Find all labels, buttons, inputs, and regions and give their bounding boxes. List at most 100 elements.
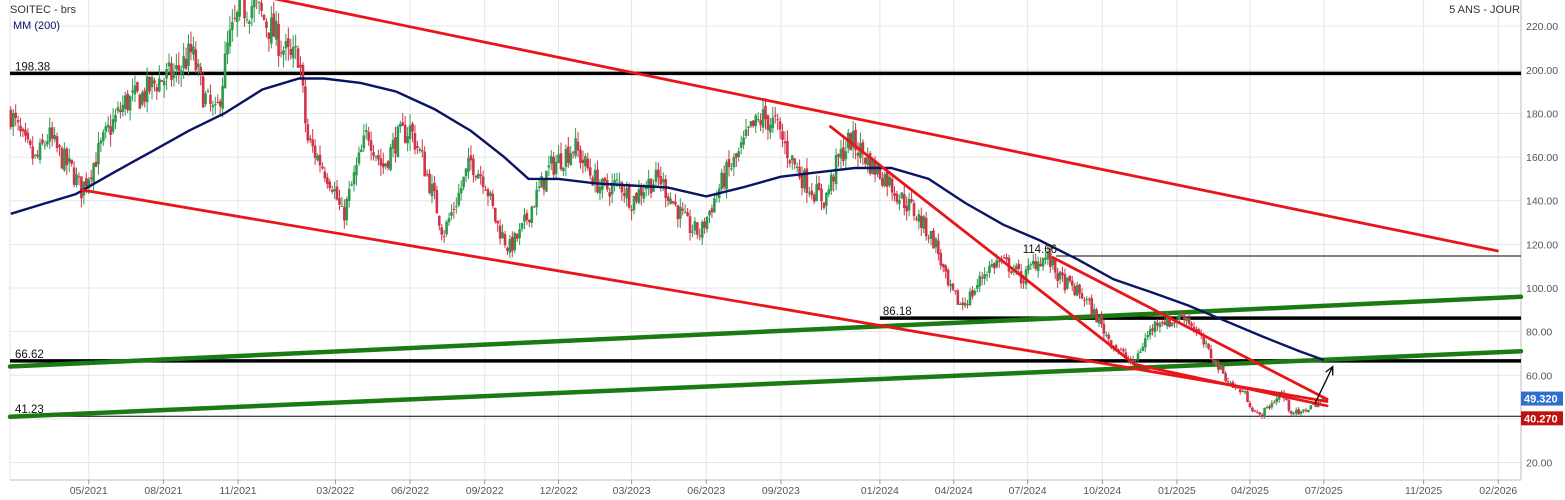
candle-up <box>978 275 982 287</box>
candle-up <box>206 90 210 92</box>
candle-up <box>530 206 534 223</box>
candle-down <box>328 181 332 189</box>
candle-up <box>1041 258 1045 267</box>
candle-up <box>360 149 363 153</box>
candle-up <box>333 188 336 192</box>
candle-up <box>888 176 891 186</box>
candle-up <box>43 144 47 146</box>
candle-up <box>284 41 288 49</box>
candle-down <box>980 277 984 279</box>
candle-down <box>1255 412 1259 414</box>
candle-up <box>140 92 144 105</box>
y-tick-label: 100.00 <box>1526 283 1558 295</box>
candle-down <box>503 234 507 246</box>
candle-down <box>798 166 801 178</box>
candle-down <box>126 93 129 110</box>
candle-down <box>1078 284 1081 294</box>
candle-up <box>968 291 972 306</box>
candle-down <box>1002 257 1006 259</box>
candle-up <box>257 2 261 4</box>
candle-up <box>175 65 178 69</box>
candle-down <box>937 240 940 255</box>
candle-down <box>209 94 212 105</box>
candle-down <box>80 176 83 199</box>
candle-down <box>428 173 431 194</box>
candle-down <box>28 140 32 145</box>
candle-down <box>372 152 375 156</box>
candle-down <box>1268 406 1271 409</box>
candle-down <box>442 236 446 238</box>
candle-down <box>1246 391 1249 402</box>
candle-down <box>50 127 54 139</box>
candle-down <box>1251 407 1254 412</box>
candle-up <box>549 155 553 164</box>
candle-down <box>1207 343 1210 349</box>
candle-up <box>975 285 979 289</box>
candle-up <box>374 156 378 158</box>
candle-down <box>788 160 792 164</box>
candle-up <box>192 46 195 55</box>
level-label: 86.18 <box>883 306 912 318</box>
candle-down <box>640 187 643 196</box>
candle-down <box>567 146 570 163</box>
candle-down <box>1156 322 1159 326</box>
x-tick-label: 08/2021 <box>144 485 182 497</box>
candle-down <box>14 112 17 119</box>
candle-down <box>435 189 439 214</box>
candle-up <box>364 130 368 132</box>
candle-down <box>1253 410 1257 412</box>
price-tag-label: 49.320 <box>1524 394 1558 406</box>
candle-up <box>1299 411 1303 414</box>
candle-down <box>481 176 485 188</box>
x-tick-label: 01/2025 <box>1158 485 1196 497</box>
candle-down <box>423 151 426 177</box>
x-tick-label: 02/2026 <box>1479 485 1517 497</box>
candle-down <box>854 129 857 150</box>
candle-down <box>189 43 193 53</box>
candle-up <box>693 221 697 231</box>
candle-up <box>462 176 465 188</box>
candle-up <box>1178 314 1181 320</box>
moving-average-line <box>10 77 1325 362</box>
candle-down <box>1192 326 1196 331</box>
candle-up <box>1270 403 1274 408</box>
candle-down <box>1182 315 1186 320</box>
candle-down <box>1260 414 1264 417</box>
y-tick-label: 60.00 <box>1526 370 1552 382</box>
candle-up <box>963 302 967 306</box>
candle-down <box>890 178 894 193</box>
candle-down <box>511 236 514 252</box>
level-label: 41.23 <box>15 404 44 416</box>
candle-down <box>160 80 164 82</box>
candle-down <box>910 199 913 202</box>
candle-up <box>929 231 933 239</box>
candle-down <box>696 222 699 235</box>
candle-up <box>1105 334 1108 336</box>
candle-up <box>744 129 748 136</box>
candle-down <box>19 125 22 132</box>
candle-up <box>1265 407 1269 409</box>
candle-down <box>1073 286 1076 296</box>
candle-up <box>922 216 926 229</box>
candle-down <box>1087 299 1091 301</box>
candle-down <box>800 174 804 188</box>
candle-down <box>1187 318 1191 324</box>
candle-up <box>769 124 772 133</box>
candle-up <box>231 22 234 31</box>
candle-down <box>452 208 456 210</box>
candle-up <box>808 192 811 194</box>
candle-up <box>569 153 573 165</box>
candle-up <box>99 140 103 144</box>
candle-up <box>104 126 108 132</box>
candle-down <box>1304 410 1308 412</box>
candle-up <box>545 170 548 192</box>
candle-up <box>165 68 168 79</box>
candle-up <box>851 130 855 148</box>
candle-down <box>267 32 271 40</box>
candle-up <box>1075 285 1079 296</box>
candle-down <box>469 155 473 161</box>
candle-down <box>369 140 373 151</box>
price-tags: 49.320 40.270 <box>1521 391 1563 426</box>
candle-up <box>121 104 125 113</box>
